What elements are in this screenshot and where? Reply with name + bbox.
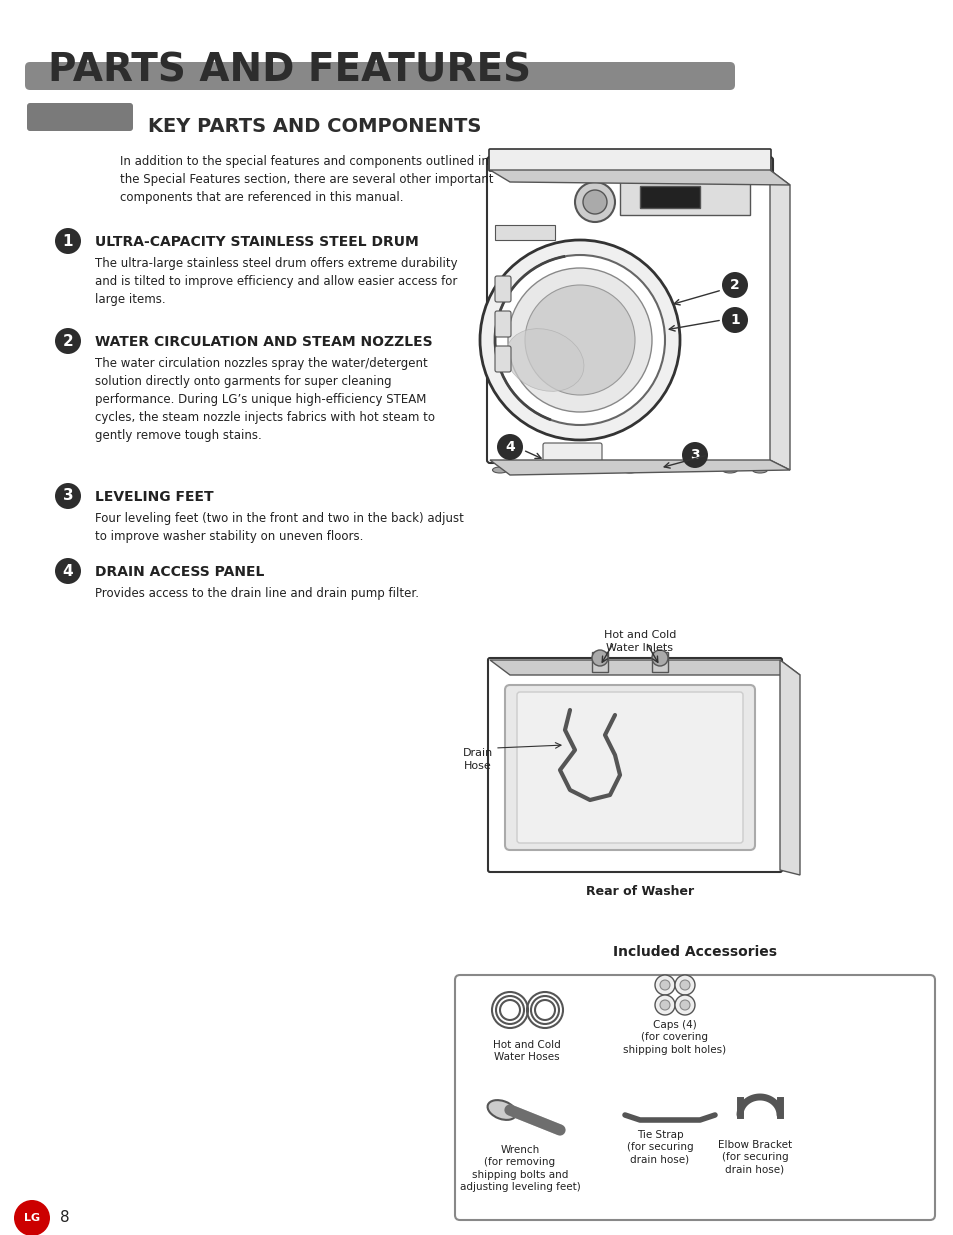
Text: Hot and Cold
Water Hoses: Hot and Cold Water Hoses: [493, 1040, 560, 1062]
Text: Four leveling feet (two in the front and two in the back) adjust
to improve wash: Four leveling feet (two in the front and…: [95, 513, 463, 543]
Bar: [639, 186, 700, 207]
Circle shape: [497, 433, 522, 459]
Text: WATER CIRCULATION AND STEAM NOZZLES: WATER CIRCULATION AND STEAM NOZZLES: [95, 335, 432, 350]
Text: LEVELING FEET: LEVELING FEET: [95, 490, 213, 504]
FancyBboxPatch shape: [488, 658, 781, 872]
Circle shape: [679, 981, 689, 990]
Circle shape: [55, 228, 81, 254]
Text: 1: 1: [63, 233, 73, 248]
Text: 2: 2: [729, 278, 740, 291]
Text: The ultra-large stainless steel drum offers extreme durability
and is tilted to : The ultra-large stainless steel drum off…: [95, 257, 457, 306]
Circle shape: [55, 558, 81, 584]
FancyBboxPatch shape: [27, 103, 132, 131]
Text: Caps (4)
(for covering
shipping bolt holes): Caps (4) (for covering shipping bolt hol…: [622, 1020, 726, 1055]
Polygon shape: [769, 170, 789, 471]
FancyBboxPatch shape: [495, 346, 511, 372]
Ellipse shape: [487, 1100, 516, 1120]
Text: Elbow Bracket
(for securing
drain hose): Elbow Bracket (for securing drain hose): [718, 1140, 791, 1174]
Text: 3: 3: [63, 489, 73, 504]
Text: KEY PARTS AND COMPONENTS: KEY PARTS AND COMPONENTS: [148, 117, 481, 136]
FancyBboxPatch shape: [495, 275, 511, 303]
Circle shape: [675, 974, 695, 995]
Bar: [651, 652, 667, 672]
FancyBboxPatch shape: [486, 157, 772, 463]
Circle shape: [479, 240, 679, 440]
Circle shape: [655, 995, 675, 1015]
Circle shape: [592, 650, 607, 666]
Text: Included Accessories: Included Accessories: [613, 945, 776, 960]
Circle shape: [679, 1000, 689, 1010]
FancyBboxPatch shape: [504, 685, 754, 850]
Text: 4: 4: [63, 563, 73, 578]
FancyBboxPatch shape: [517, 692, 742, 844]
Text: 1: 1: [729, 312, 740, 327]
Text: 4: 4: [504, 440, 515, 454]
Circle shape: [721, 272, 747, 298]
Circle shape: [659, 1000, 669, 1010]
Text: Tie Strap
(for securing
drain hose): Tie Strap (for securing drain hose): [626, 1130, 693, 1165]
Bar: [495, 225, 555, 240]
Text: 2: 2: [63, 333, 73, 348]
Text: 3: 3: [689, 448, 700, 462]
Text: Wrench
(for removing
shipping bolts and
adjusting leveling feet): Wrench (for removing shipping bolts and …: [459, 1145, 579, 1192]
Text: LG: LG: [24, 1213, 40, 1223]
Circle shape: [14, 1200, 50, 1235]
Ellipse shape: [622, 467, 637, 473]
FancyBboxPatch shape: [489, 149, 770, 170]
Circle shape: [575, 182, 615, 222]
Circle shape: [651, 650, 667, 666]
Text: Provides access to the drain line and drain pump filter.: Provides access to the drain line and dr…: [95, 587, 418, 600]
Ellipse shape: [721, 467, 737, 473]
Text: DRAIN ACCESS PANEL: DRAIN ACCESS PANEL: [95, 564, 264, 579]
Ellipse shape: [582, 467, 597, 473]
Text: ULTRA-CAPACITY STAINLESS STEEL DRUM: ULTRA-CAPACITY STAINLESS STEEL DRUM: [95, 235, 418, 249]
Polygon shape: [490, 659, 800, 676]
Bar: [619, 180, 749, 215]
Polygon shape: [780, 659, 800, 876]
Text: Hot and Cold
Water Inlets: Hot and Cold Water Inlets: [603, 630, 676, 653]
Ellipse shape: [532, 467, 547, 473]
Circle shape: [675, 995, 695, 1015]
Circle shape: [524, 285, 635, 395]
Text: The water circulation nozzles spray the water/detergent
solution directly onto g: The water circulation nozzles spray the …: [95, 357, 435, 442]
FancyBboxPatch shape: [455, 974, 934, 1220]
Ellipse shape: [492, 467, 507, 473]
Ellipse shape: [752, 467, 767, 473]
Circle shape: [721, 308, 747, 333]
Polygon shape: [490, 459, 789, 475]
Circle shape: [507, 268, 651, 412]
Circle shape: [681, 442, 707, 468]
Text: 8: 8: [60, 1210, 70, 1225]
Circle shape: [659, 981, 669, 990]
Circle shape: [582, 190, 606, 214]
Circle shape: [495, 254, 664, 425]
Text: In addition to the special features and components outlined in
the Special Featu: In addition to the special features and …: [120, 156, 493, 204]
Text: Rear of Washer: Rear of Washer: [585, 885, 694, 898]
Text: PARTS AND FEATURES: PARTS AND FEATURES: [48, 52, 531, 90]
FancyBboxPatch shape: [25, 62, 734, 90]
FancyBboxPatch shape: [495, 311, 511, 337]
FancyBboxPatch shape: [542, 443, 601, 472]
Circle shape: [655, 974, 675, 995]
Text: Drain
Hose: Drain Hose: [462, 748, 493, 771]
Bar: [592, 652, 607, 672]
Polygon shape: [490, 170, 789, 185]
Circle shape: [55, 483, 81, 509]
Ellipse shape: [505, 329, 583, 391]
Circle shape: [55, 329, 81, 354]
